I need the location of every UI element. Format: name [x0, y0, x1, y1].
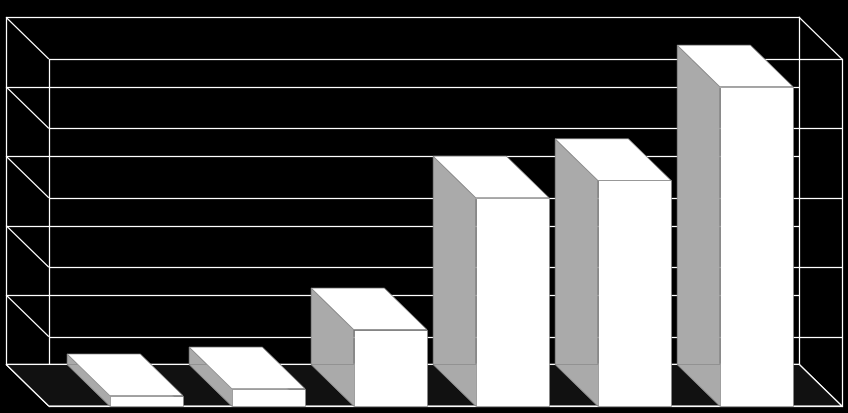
Polygon shape	[678, 45, 793, 87]
Polygon shape	[354, 330, 427, 406]
Polygon shape	[232, 389, 305, 406]
Polygon shape	[433, 156, 476, 406]
Polygon shape	[67, 354, 109, 406]
Polygon shape	[678, 364, 793, 406]
Polygon shape	[67, 364, 183, 406]
Polygon shape	[109, 396, 183, 406]
Polygon shape	[720, 87, 793, 406]
Polygon shape	[189, 347, 305, 389]
Polygon shape	[311, 288, 354, 406]
Polygon shape	[678, 45, 720, 406]
Polygon shape	[189, 364, 305, 406]
Polygon shape	[433, 156, 549, 198]
Polygon shape	[189, 347, 232, 406]
Polygon shape	[67, 354, 183, 396]
Polygon shape	[476, 198, 549, 406]
Polygon shape	[311, 364, 427, 406]
Polygon shape	[311, 288, 427, 330]
Polygon shape	[555, 139, 598, 406]
Polygon shape	[555, 139, 671, 180]
Polygon shape	[598, 180, 671, 406]
Polygon shape	[6, 364, 842, 406]
Polygon shape	[433, 364, 549, 406]
Polygon shape	[555, 364, 671, 406]
